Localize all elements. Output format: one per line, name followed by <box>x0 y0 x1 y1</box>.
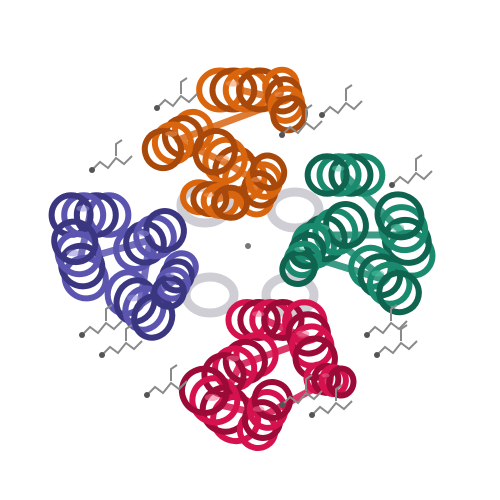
chain-orange-helix <box>180 179 250 221</box>
chain-green-helix <box>304 153 386 197</box>
chain-green-helix <box>279 223 331 287</box>
ligand-stick-model <box>144 364 188 398</box>
ligand-stick-model <box>279 374 323 408</box>
ligand-stick-model <box>374 324 418 358</box>
chain-magenta-helix <box>236 379 294 451</box>
chain-orange-helix <box>236 152 288 218</box>
chain-orange-helix <box>262 66 308 134</box>
chain-blue-helix <box>113 208 187 272</box>
ligand-stick-model <box>309 384 353 418</box>
chain-magenta <box>144 299 357 451</box>
ligand-stick-model <box>89 139 133 173</box>
ligand-stick-model <box>79 304 123 338</box>
ligand-stick-model <box>364 304 408 338</box>
ligand-stick-model <box>99 324 143 358</box>
chain-blue-helix <box>151 250 199 310</box>
chain-green <box>279 153 436 358</box>
ligand-stick-model <box>319 84 363 118</box>
chain-magenta-helix <box>303 361 357 399</box>
chain-blue <box>48 139 199 358</box>
chain-green-helix <box>348 244 422 316</box>
chain-blue-helix <box>51 218 109 302</box>
chain-orange <box>141 66 363 221</box>
ligand-stick-model <box>154 77 198 111</box>
ligand-stick-model <box>279 104 323 138</box>
ligand-stick-model <box>389 154 433 188</box>
